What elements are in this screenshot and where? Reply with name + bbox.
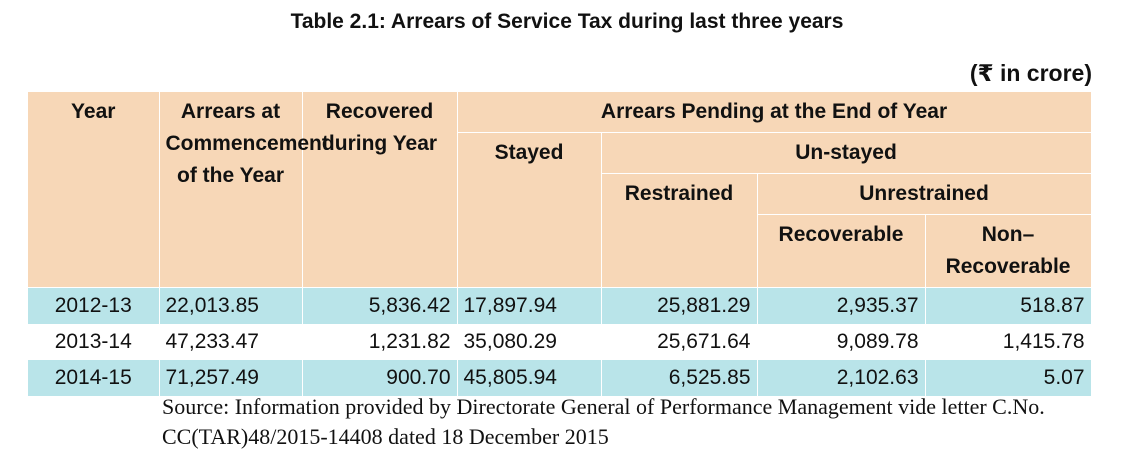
cell-recovered: 1,231.82 [302, 324, 458, 360]
table-row: 2012-13 22,013.85 5,836.42 17,897.94 25,… [28, 287, 1092, 324]
table-row: 2014-15 71,257.49 900.70 45,805.94 6,525… [28, 360, 1092, 396]
cell-stayed: 17,897.94 [457, 287, 602, 324]
cell-year: 2014-15 [28, 360, 160, 396]
header-arrears-commencement: Arrears at Commencement of the Year [159, 92, 329, 288]
table-title: Table 2.1: Arrears of Service Tax during… [290, 10, 844, 33]
header-recoverable: Recoverable [757, 214, 926, 288]
cell-year: 2012-13 [28, 287, 160, 324]
cell-stayed: 45,805.94 [457, 360, 602, 396]
header-non-recoverable: Non–Recoverable [925, 214, 1092, 288]
unit-label: (₹ in crore) [969, 60, 1092, 86]
cell-arrears: 47,233.47 [159, 324, 303, 360]
cell-recoverable: 2,935.37 [757, 287, 926, 324]
source-note: Source: Information provided by Director… [162, 394, 1045, 449]
cell-arrears: 22,013.85 [159, 287, 303, 324]
header-stayed: Stayed [457, 132, 602, 288]
cell-stayed: 35,080.29 [457, 324, 602, 360]
cell-non-recoverable: 518.87 [925, 287, 1092, 324]
cell-restrained: 25,671.64 [601, 324, 758, 360]
arrears-table: Year Arrears at Commencement of the Year… [28, 92, 1092, 396]
cell-non-recoverable: 5.07 [925, 360, 1092, 396]
cell-year: 2013-14 [28, 324, 160, 360]
header-pending: Arrears Pending at the End of Year [457, 92, 1092, 133]
cell-arrears: 71,257.49 [159, 360, 303, 396]
table-row: 2013-14 47,233.47 1,231.82 35,080.29 25,… [28, 324, 1092, 360]
header-year: Year [28, 92, 160, 288]
header-unrestrained: Unrestrained [757, 173, 1092, 215]
cell-restrained: 25,881.29 [601, 287, 758, 324]
header-restrained: Restrained [601, 173, 758, 288]
cell-recoverable: 2,102.63 [757, 360, 926, 396]
header-unstayed: Un-stayed [601, 132, 1092, 174]
cell-recoverable: 9,089.78 [757, 324, 926, 360]
cell-non-recoverable: 1,415.78 [925, 324, 1092, 360]
cell-recovered: 900.70 [302, 360, 458, 396]
cell-recovered: 5,836.42 [302, 287, 458, 324]
cell-restrained: 6,525.85 [601, 360, 758, 396]
header-recovered: Recovered during Year [302, 92, 458, 288]
